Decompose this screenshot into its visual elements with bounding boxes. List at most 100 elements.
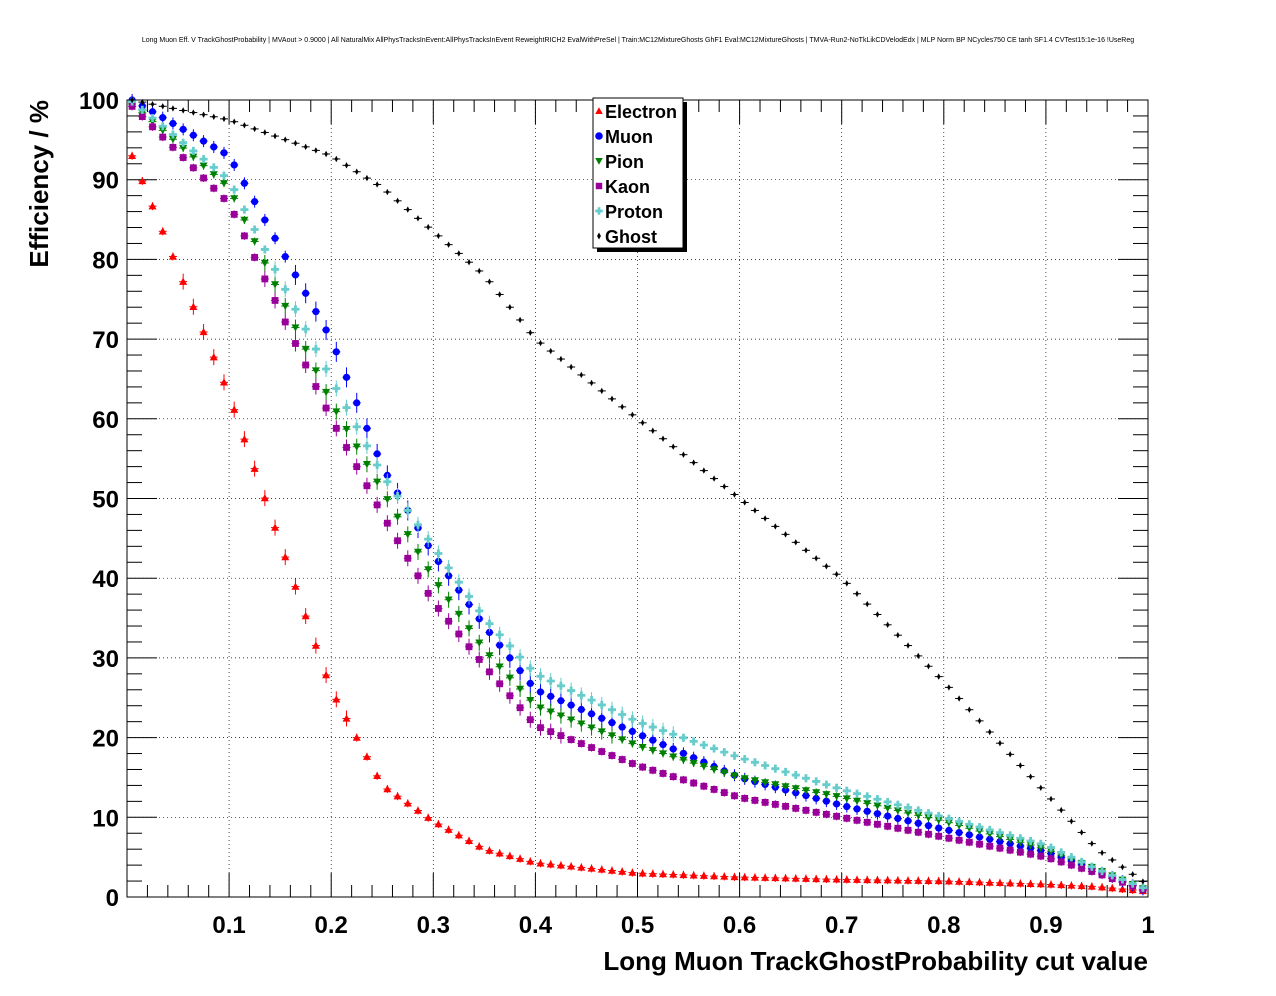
data-point-kaon bbox=[833, 812, 840, 820]
data-point-electron bbox=[761, 873, 770, 881]
data-point-proton bbox=[485, 619, 494, 628]
data-point-proton bbox=[883, 797, 892, 806]
data-point-proton bbox=[832, 783, 841, 792]
data-point-electron bbox=[730, 872, 739, 881]
data-point-pion bbox=[485, 652, 494, 660]
data-point-ghost bbox=[344, 162, 349, 169]
data-point-electron bbox=[342, 714, 351, 722]
data-point-ghost bbox=[426, 223, 430, 231]
data-point-electron bbox=[546, 860, 555, 868]
data-point-muon bbox=[230, 161, 238, 169]
data-point-electron bbox=[740, 873, 749, 881]
data-point-ghost bbox=[130, 96, 134, 104]
data-point-proton bbox=[495, 630, 504, 639]
data-point-muon bbox=[598, 714, 606, 722]
data-point-muon bbox=[924, 822, 933, 830]
data-point-proton bbox=[1077, 857, 1086, 866]
data-point-muon bbox=[873, 810, 882, 818]
data-point-pion bbox=[720, 769, 729, 777]
data-point-electron bbox=[526, 857, 535, 865]
legend-marker-muon bbox=[595, 132, 603, 140]
data-point-proton bbox=[1098, 867, 1107, 876]
data-point-proton bbox=[434, 549, 443, 558]
data-point-kaon bbox=[363, 482, 371, 490]
y-tick-label: 100 bbox=[79, 88, 119, 115]
y-tick-label: 10 bbox=[92, 805, 119, 832]
x-tick-label: 1 bbox=[1141, 912, 1154, 939]
data-point-pion bbox=[516, 685, 525, 693]
data-point-pion bbox=[209, 171, 218, 179]
data-point-muon bbox=[812, 794, 820, 802]
data-point-ghost bbox=[181, 107, 185, 114]
data-point-electron bbox=[669, 870, 678, 878]
data-point-electron bbox=[128, 151, 137, 159]
data-point-kaon bbox=[373, 501, 381, 509]
data-point-electron bbox=[475, 842, 484, 850]
data-point-muon bbox=[853, 805, 861, 813]
data-point-pion bbox=[475, 639, 484, 647]
data-point-kaon bbox=[659, 770, 667, 777]
data-point-proton bbox=[1118, 875, 1127, 884]
data-point-electron bbox=[1036, 880, 1045, 888]
data-point-ghost bbox=[324, 150, 328, 158]
data-point-electron bbox=[148, 202, 157, 210]
data-point-electron bbox=[801, 874, 810, 882]
data-point-kaon bbox=[598, 748, 606, 755]
data-point-proton bbox=[914, 806, 923, 815]
data-point-electron bbox=[648, 869, 657, 877]
data-point-proton bbox=[771, 764, 780, 773]
data-point-pion bbox=[995, 833, 1004, 841]
data-point-ghost bbox=[497, 291, 502, 298]
data-point-pion bbox=[454, 610, 463, 619]
y-tick-label: 30 bbox=[92, 646, 119, 673]
data-point-proton bbox=[1067, 853, 1076, 862]
data-point-pion bbox=[955, 822, 964, 830]
legend-entry-electron: Electron bbox=[595, 102, 677, 122]
data-point-muon bbox=[169, 119, 177, 128]
data-point-proton bbox=[1138, 883, 1147, 892]
data-point-proton bbox=[965, 820, 974, 829]
data-point-pion bbox=[1006, 836, 1015, 844]
data-point-electron bbox=[597, 865, 606, 873]
data-point-ghost bbox=[1028, 773, 1033, 780]
data-point-muon bbox=[332, 348, 340, 356]
data-point-proton bbox=[1128, 879, 1137, 888]
data-point-muon bbox=[291, 271, 300, 279]
data-point-electron bbox=[424, 813, 433, 821]
data-point-proton bbox=[250, 225, 259, 234]
data-point-pion bbox=[965, 825, 974, 833]
data-point-pion bbox=[975, 827, 984, 836]
data-point-ghost bbox=[579, 371, 584, 379]
data-point-electron bbox=[679, 870, 688, 879]
data-point-proton bbox=[311, 345, 320, 354]
data-point-proton bbox=[271, 265, 280, 274]
data-point-electron bbox=[618, 867, 627, 875]
data-point-proton bbox=[526, 664, 535, 673]
data-point-proton bbox=[853, 789, 862, 798]
data-point-kaon bbox=[945, 834, 953, 842]
data-point-proton bbox=[393, 492, 402, 501]
data-point-ghost bbox=[1069, 818, 1074, 825]
data-point-proton bbox=[893, 800, 902, 809]
data-point-proton bbox=[189, 146, 198, 155]
data-point-proton bbox=[505, 641, 514, 650]
data-point-ghost bbox=[763, 515, 767, 522]
data-point-kaon bbox=[669, 773, 677, 781]
data-point-electron bbox=[1016, 879, 1025, 887]
data-point-electron bbox=[995, 878, 1004, 887]
data-point-electron bbox=[710, 872, 719, 880]
data-point-kaon bbox=[812, 808, 820, 816]
data-point-proton bbox=[597, 700, 606, 709]
data-point-electron bbox=[1098, 883, 1107, 891]
data-point-muon bbox=[302, 289, 310, 297]
data-point-kaon bbox=[965, 838, 973, 846]
data-point-kaon bbox=[1057, 858, 1065, 866]
data-point-proton bbox=[1026, 837, 1035, 846]
data-point-pion bbox=[230, 195, 239, 203]
y-tick-label: 20 bbox=[92, 726, 119, 753]
data-point-electron bbox=[158, 227, 167, 235]
data-point-ghost bbox=[753, 507, 757, 514]
data-point-pion bbox=[219, 180, 228, 188]
data-point-electron bbox=[791, 874, 800, 882]
data-point-ghost bbox=[885, 621, 890, 629]
